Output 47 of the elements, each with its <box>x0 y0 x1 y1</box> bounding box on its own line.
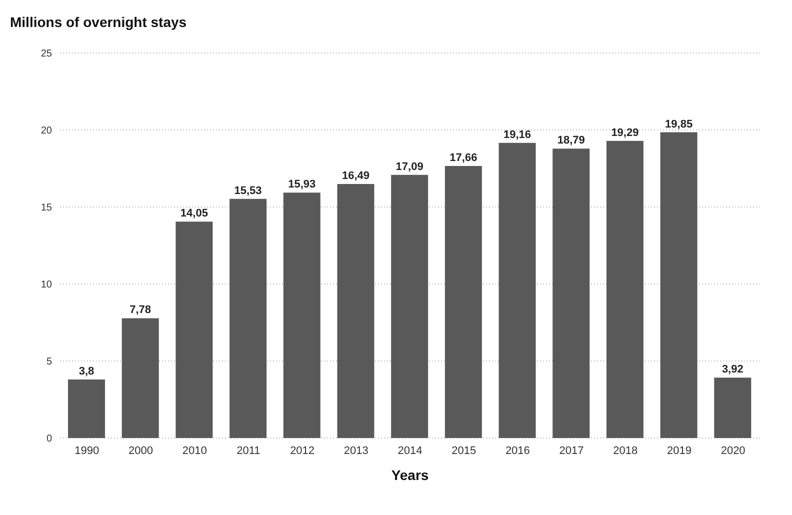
x-tick-label: 2015 <box>452 444 476 457</box>
bar <box>606 140 644 438</box>
data-label: 18,79 <box>557 134 585 147</box>
x-tick-label: 2018 <box>613 444 638 457</box>
y-tick-label: 20 <box>40 126 52 137</box>
bar <box>391 174 428 438</box>
data-label: 19,29 <box>611 126 639 139</box>
x-axis-title: Years <box>391 467 429 483</box>
x-tick-label: 2014 <box>398 444 422 457</box>
data-label: 3,8 <box>78 365 94 378</box>
x-tick-label: 2019 <box>666 444 692 457</box>
data-label: 7,78 <box>130 304 152 316</box>
bar <box>122 318 159 438</box>
data-label: 19,85 <box>665 118 693 130</box>
y-tick-label: 0 <box>46 434 52 445</box>
y-tick-label: 15 <box>40 202 52 214</box>
bar <box>498 142 536 438</box>
bar <box>552 148 590 438</box>
x-tick-label: 2013 <box>344 444 368 457</box>
bar <box>283 192 320 438</box>
x-tick-label: 2010 <box>182 444 207 457</box>
bar <box>660 132 698 438</box>
x-tick-label: 2020 <box>720 444 746 457</box>
data-label: 19,16 <box>504 128 532 141</box>
data-label: 15,53 <box>234 184 262 197</box>
data-label: 16,49 <box>342 170 370 182</box>
data-label: 17,66 <box>450 152 478 164</box>
bar <box>176 222 213 438</box>
bar <box>230 198 267 438</box>
y-tick-label: 25 <box>40 48 52 60</box>
y-tick-label: 10 <box>40 280 52 291</box>
x-tick-label: 2016 <box>505 444 530 457</box>
x-tick-label: 2017 <box>559 444 584 457</box>
x-tick-label: 1990 <box>74 444 100 457</box>
y-tick-label: 5 <box>46 356 52 368</box>
data-label: 14,05 <box>180 208 208 220</box>
bar <box>444 166 482 438</box>
chart-title: Millions of overnight stays <box>10 14 187 30</box>
x-tick-label: 2000 <box>128 444 154 457</box>
data-label: 3,92 <box>722 364 744 376</box>
data-label: 17,09 <box>396 160 424 173</box>
data-label: 15,93 <box>288 178 316 191</box>
bar <box>337 184 374 438</box>
x-tick-label: 2012 <box>290 444 315 457</box>
x-tick-label: 2011 <box>236 444 260 457</box>
bar <box>68 379 105 438</box>
bar <box>714 378 752 438</box>
